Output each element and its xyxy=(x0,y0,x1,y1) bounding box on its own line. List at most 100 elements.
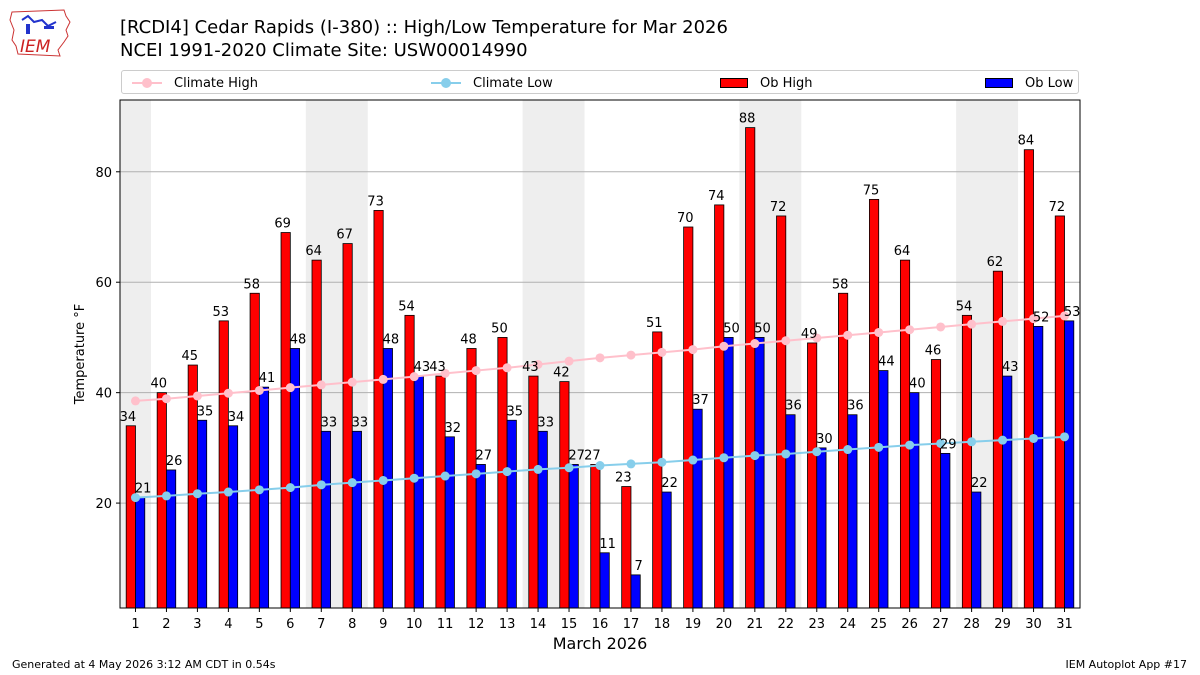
ob-high-bar xyxy=(125,425,136,609)
ob-high-label: 50 xyxy=(491,321,508,336)
ob-high-bar xyxy=(1054,215,1065,609)
climate-high-point xyxy=(1060,311,1070,321)
x-tick-label: 4 xyxy=(224,617,232,632)
ob-low-label: 33 xyxy=(321,415,338,430)
x-tick-label: 28 xyxy=(963,617,980,632)
ob-low-bar xyxy=(1033,325,1044,609)
ob-low-label: 27 xyxy=(568,448,585,463)
x-tick-label: 15 xyxy=(561,617,578,632)
climate-low-point xyxy=(502,467,512,477)
climate-low-point xyxy=(285,483,295,493)
ob-low-bar xyxy=(413,375,424,609)
ob-low-label: 27 xyxy=(476,448,493,463)
ob-low-label: 50 xyxy=(754,321,771,336)
ob-low-bar xyxy=(320,430,331,609)
ob-high-bar xyxy=(869,198,880,609)
x-tick-label: 1 xyxy=(131,617,139,632)
x-tick-label: 14 xyxy=(530,617,547,632)
x-tick-label: 21 xyxy=(747,617,764,632)
ob-low-label: 44 xyxy=(878,355,895,370)
climate-low-point xyxy=(409,473,419,483)
ob-high-label: 72 xyxy=(1049,200,1066,215)
climate-low-line-swatch xyxy=(431,78,461,88)
x-tick-label: 16 xyxy=(592,617,609,632)
ob-low-label: 7 xyxy=(634,559,642,574)
ob-low-bar xyxy=(723,337,734,609)
ob-high-label: 34 xyxy=(120,410,137,425)
ob-high-bar xyxy=(466,348,477,609)
climate-low-point xyxy=(781,449,791,459)
ob-high-label: 54 xyxy=(398,299,415,314)
ob-high-label: 73 xyxy=(367,194,384,209)
ob-low-bar xyxy=(847,414,858,609)
iowa-state-outline-logo-icon: IEM xyxy=(9,9,71,57)
x-tick-label: 6 xyxy=(286,617,294,632)
climate-high-point xyxy=(843,330,853,340)
climate-high-point xyxy=(223,388,233,398)
ob-low-label: 26 xyxy=(166,454,183,469)
ob-high-label: 70 xyxy=(677,211,694,226)
ob-low-label: 21 xyxy=(135,482,152,497)
x-tick-label: 12 xyxy=(468,617,485,632)
climate-low-point xyxy=(1060,432,1070,442)
x-tick-label: 2 xyxy=(162,617,170,632)
climate-low-point xyxy=(223,487,233,497)
ob-high-patch-swatch xyxy=(720,78,748,88)
ob-low-label: 36 xyxy=(785,399,802,414)
ob-low-label: 43 xyxy=(414,360,431,375)
legend-item-ob-low: Ob Low xyxy=(985,74,1073,92)
ob-low-bar xyxy=(909,392,920,609)
ob-high-bar xyxy=(528,375,539,609)
ob-high-label: 67 xyxy=(336,228,353,243)
ob-high-label: 69 xyxy=(274,217,291,232)
climate-low-point xyxy=(316,480,326,490)
ob-low-bar xyxy=(754,337,765,609)
ob-low-label: 35 xyxy=(197,404,214,419)
x-tick-label: 17 xyxy=(623,617,640,632)
y-tick-label: 60 xyxy=(95,276,112,291)
climate-high-point xyxy=(874,327,884,337)
ob-low-label: 34 xyxy=(228,410,245,425)
ob-low-bar xyxy=(258,386,270,609)
climate-low-point xyxy=(533,464,543,474)
ob-low-bar xyxy=(630,574,641,609)
climate-high-point xyxy=(626,350,636,360)
x-tick-label: 9 xyxy=(379,617,387,632)
ob-high-bar xyxy=(435,375,446,609)
climate-low-point xyxy=(905,440,915,450)
climate-high-point xyxy=(657,347,667,357)
y-tick-label: 80 xyxy=(95,166,112,181)
chart-title: [RCDI4] Cedar Rapids (I-380) :: High/Low… xyxy=(120,17,728,38)
ob-low-label: 36 xyxy=(847,399,864,414)
ob-high-bar xyxy=(249,292,260,609)
x-axis-label: March 2026 xyxy=(553,634,648,653)
app-credit: IEM Autoplot App #17 xyxy=(1065,658,1188,671)
x-tick-label: 26 xyxy=(901,617,918,632)
ob-low-bar xyxy=(878,370,889,609)
ob-high-label: 27 xyxy=(584,448,601,463)
climate-low-point xyxy=(161,491,171,501)
ob-high-bar xyxy=(961,314,973,609)
climate-high-point xyxy=(781,336,791,346)
ob-low-label: 40 xyxy=(909,377,926,392)
ob-high-bar xyxy=(714,204,725,609)
ob-high-bar xyxy=(280,232,291,609)
ob-high-bar xyxy=(807,342,818,609)
x-tick-label: 23 xyxy=(809,617,826,632)
ob-low-label: 48 xyxy=(383,332,400,347)
y-axis-label: Temperature °F xyxy=(73,304,88,405)
ob-high-bar xyxy=(218,320,229,609)
ob-low-label: 53 xyxy=(1064,305,1081,320)
logo-text: IEM xyxy=(20,37,51,57)
climate-low-point xyxy=(130,493,140,503)
climate-low-point xyxy=(564,463,574,473)
legend-label: Ob Low xyxy=(1025,75,1074,91)
ob-high-bar xyxy=(1023,149,1034,609)
ob-low-label: 22 xyxy=(971,476,988,491)
ob-high-label: 23 xyxy=(615,471,632,486)
ob-high-label: 58 xyxy=(243,277,260,292)
x-tick-label: 22 xyxy=(778,617,795,632)
ob-high-label: 51 xyxy=(646,316,663,331)
ob-low-bar xyxy=(568,464,579,609)
